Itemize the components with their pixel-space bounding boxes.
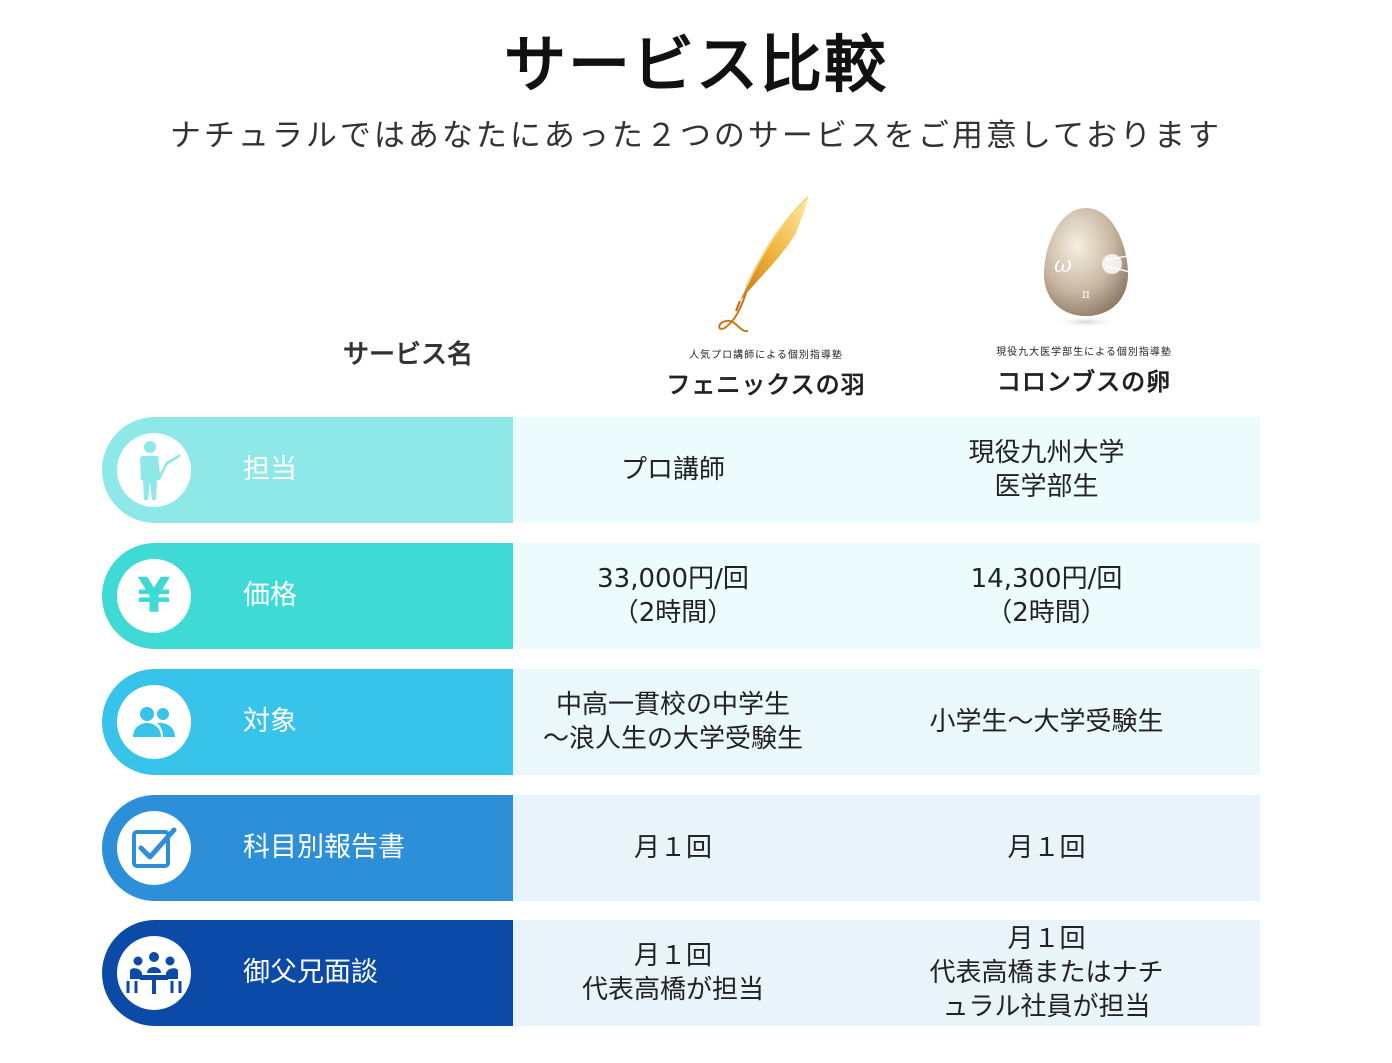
cell-columbus: 小学生〜大学受験生: [833, 669, 1260, 775]
row-label: 価格: [243, 580, 297, 611]
cell-line: 現役九州大学: [968, 438, 1125, 468]
row-bg: [513, 417, 1260, 523]
cell-phoenix: 中高一貫校の中学生 〜浪人生の大学受験生: [513, 669, 833, 775]
brand-tagline: 人気プロ講師による個別指導塾: [689, 350, 843, 361]
row-price: ¥ 価格 33,000円/回 （2時間） 14,300円/回 （2時間）: [102, 543, 1260, 649]
yen-icon: ¥: [137, 568, 171, 624]
service-brand-phoenix: 人気プロ講師による個別指導塾 フェニックスの羽: [636, 346, 896, 400]
cell-columbus: 現役九州大学 医学部生: [833, 417, 1260, 523]
row-bg: [513, 920, 1260, 1026]
row-bg: [513, 795, 1260, 901]
brand-tagline: 現役九大医学部生による個別指導塾: [996, 347, 1172, 358]
page-title: サービス比較: [503, 28, 888, 101]
svg-text:π: π: [1082, 287, 1090, 301]
meeting-icon: [126, 952, 182, 994]
cell-line: 〜浪人生の大学受験生: [542, 724, 803, 754]
cell-line: 代表高橋またはナチ: [929, 958, 1164, 988]
row-bg: [513, 543, 1260, 649]
teacher-icon: [140, 441, 181, 500]
brand-name: コロンブスの卵: [996, 368, 1172, 396]
row-parent-meeting: 御父兄面談 月１回代表高橋が担当 月１回代表高橋またはナチ ュラル社員が担当: [102, 920, 1260, 1026]
cell-phoenix: 月１回代表高橋が担当: [513, 920, 833, 1026]
row-report: 科目別報告書 月１回 月１回: [102, 795, 1260, 901]
row-icon-circle: [117, 811, 191, 885]
row-icon-circle: [117, 433, 191, 507]
checkbox-icon: [132, 827, 177, 868]
row-label-pill: 科目別報告書: [102, 795, 513, 901]
row-label-pill: 対象: [102, 669, 513, 775]
row-label: 科目別報告書: [243, 832, 405, 863]
cell-line: 医学部生: [994, 472, 1099, 502]
cell-line: 小学生〜大学受験生: [929, 707, 1164, 737]
row-icon-circle: ¥: [117, 559, 191, 633]
cell-line: 月１回: [633, 941, 712, 971]
cell-line: （2時間）: [986, 598, 1107, 628]
cell-columbus: 月１回代表高橋またはナチ ュラル社員が担当: [833, 920, 1260, 1026]
cell-line: （2時間）: [612, 598, 734, 628]
cell-line: 代表高橋が担当: [581, 975, 764, 1005]
row-label: 担当: [243, 454, 297, 485]
cell-columbus: 14,300円/回 （2時間）: [833, 543, 1260, 649]
row-label: 御父兄面談: [243, 957, 378, 988]
page-subtitle: ナチュラルではあなたにあった２つのサービスをご用意しております: [169, 118, 1223, 154]
cell-line: 月１回: [633, 833, 712, 863]
cell-phoenix: 月１回: [513, 795, 833, 901]
cell-columbus: 月１回: [833, 795, 1260, 901]
brand-name: フェニックスの羽: [666, 371, 866, 399]
row-label-pill: ¥ 価格: [102, 543, 513, 649]
row-label-pill: 担当: [102, 417, 513, 523]
cell-line: 中高一貫校の中学生: [555, 690, 790, 720]
cell-line: 33,000円/回: [597, 564, 749, 594]
svg-text:ω: ω: [1054, 253, 1072, 278]
cell-phoenix: 33,000円/回 （2時間）: [513, 543, 833, 649]
service-brand-columbus: 現役九大医学部生による個別指導塾 コロンブスの卵: [954, 343, 1214, 397]
cell-line: 月１回: [1007, 833, 1086, 863]
row-target: 対象 中高一貫校の中学生 〜浪人生の大学受験生 小学生〜大学受験生: [102, 669, 1260, 775]
cell-line: プロ講師: [620, 455, 725, 485]
cell-line: ュラル社員が担当: [942, 992, 1151, 1022]
row-bg: [513, 669, 1260, 775]
pearl-egg-icon: ω π: [1044, 208, 1131, 328]
row-icon-circle: [117, 685, 191, 759]
cell-phoenix: プロ講師: [513, 417, 833, 523]
service-name-header: サービス名: [343, 340, 474, 370]
golden-feather-icon: [718, 196, 809, 333]
people-icon: [133, 707, 175, 737]
row-label: 対象: [243, 706, 297, 737]
cell-line: 月１回: [1007, 924, 1086, 954]
cell-line: 14,300円/回: [970, 564, 1123, 594]
row-icon-circle: [117, 936, 191, 1010]
row-label-pill: 御父兄面談: [102, 920, 513, 1026]
row-staff: 担当 プロ講師 現役九州大学 医学部生: [102, 417, 1260, 523]
